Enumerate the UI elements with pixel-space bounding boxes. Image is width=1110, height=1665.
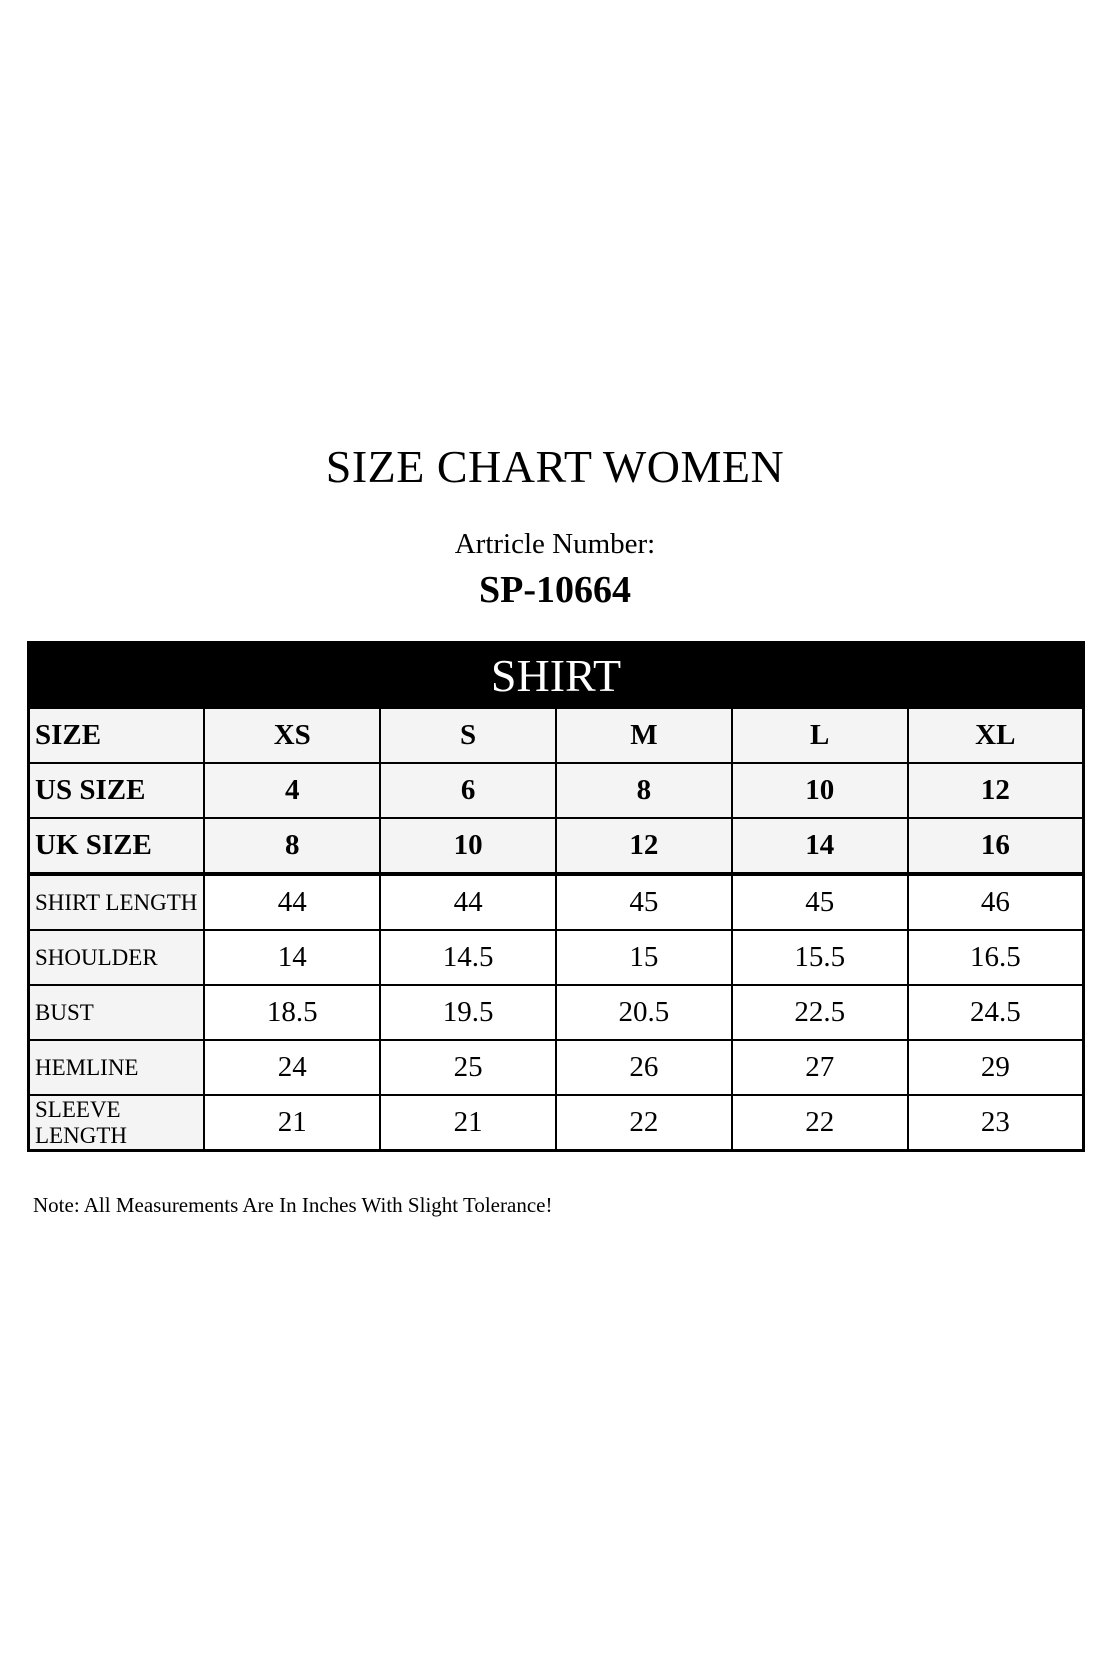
- note: Note: All Measurements Are In Inches Wit…: [33, 1193, 553, 1217]
- table-cell: 25: [379, 1039, 557, 1096]
- table-cell: M: [554, 707, 733, 764]
- row-label: SHIRT LENGTH: [27, 873, 206, 931]
- section-header: SHIRT: [28, 642, 1084, 708]
- table-row: HEMLINE 24 25 26 27 29: [27, 1039, 1085, 1096]
- table-cell: L: [730, 707, 909, 764]
- table-cell: 15: [554, 929, 733, 986]
- table-row: BUST 18.5 19.5 20.5 22.5 24.5: [27, 984, 1085, 1041]
- table-cell: 4: [203, 762, 382, 819]
- table-row: US SIZE 4 6 8 10 12: [27, 762, 1085, 819]
- article-number: SP-10664: [479, 569, 631, 611]
- table-cell: 18.5: [203, 984, 382, 1041]
- table-cell: 14.5: [379, 929, 557, 986]
- row-label: HEMLINE: [27, 1039, 206, 1096]
- row-label: SIZE: [27, 707, 206, 764]
- table-cell: 45: [554, 873, 733, 931]
- table-cell: 8: [554, 762, 733, 819]
- table-row: SHOULDER 14 14.5 15 15.5 16.5: [27, 929, 1085, 986]
- table-cell: 27: [730, 1039, 909, 1096]
- table-cell: 26: [554, 1039, 733, 1096]
- table-cell: 22.5: [730, 984, 909, 1041]
- table-cell: 45: [730, 873, 909, 931]
- table-row: SIZE XS S M L XL: [27, 707, 1085, 764]
- table-cell: 15.5: [730, 929, 909, 986]
- table-cell: S: [379, 707, 557, 764]
- table-cell: 29: [906, 1039, 1085, 1096]
- table-row: SHIRT LENGTH 44 44 45 45 46: [27, 873, 1085, 931]
- table-cell: 14: [203, 929, 382, 986]
- table-cell: 14: [730, 817, 909, 876]
- table-cell: XL: [906, 707, 1085, 764]
- page-title: SIZE CHART WOMEN: [325, 441, 785, 492]
- table-cell: 10: [379, 817, 557, 876]
- table-cell: 6: [379, 762, 557, 819]
- row-label: SHOULDER: [27, 929, 206, 986]
- row-label: US SIZE: [27, 762, 206, 819]
- table-cell: 22: [730, 1094, 909, 1152]
- table-cell: 20.5: [554, 984, 733, 1041]
- table-cell: 24.5: [906, 984, 1085, 1041]
- table-cell: 10: [730, 762, 909, 819]
- article-label: Artricle Number:: [454, 528, 656, 560]
- size-chart-table: SHIRT SIZE XS S M L XL US SIZE 4 6 8 10 12 UK SIZE 8 1…: [27, 641, 1085, 1152]
- table-cell: 46: [906, 873, 1085, 931]
- table-row: UK SIZE 8 10 12 14 16: [27, 817, 1085, 876]
- table-cell: 21: [203, 1094, 382, 1152]
- table-cell: 12: [554, 817, 733, 876]
- row-label: UK SIZE: [27, 817, 206, 876]
- table-row: SLEEVE LENGTH 21 21 22 22 23: [27, 1094, 1085, 1152]
- table-cell: 8: [203, 817, 382, 876]
- table-cell: 23: [906, 1094, 1085, 1152]
- table-cell: 44: [379, 873, 557, 931]
- table-cell: 22: [554, 1094, 733, 1152]
- table-cell: 21: [379, 1094, 557, 1152]
- table-cell: 16: [906, 817, 1085, 876]
- row-label: BUST: [27, 984, 206, 1041]
- table-cell: 12: [906, 762, 1085, 819]
- table-cell: XS: [203, 707, 382, 764]
- table-cell: 19.5: [379, 984, 557, 1041]
- table-cell: 24: [203, 1039, 382, 1096]
- table-cell: 44: [203, 873, 382, 931]
- row-label: SLEEVE LENGTH: [27, 1094, 206, 1152]
- table-cell: 16.5: [906, 929, 1085, 986]
